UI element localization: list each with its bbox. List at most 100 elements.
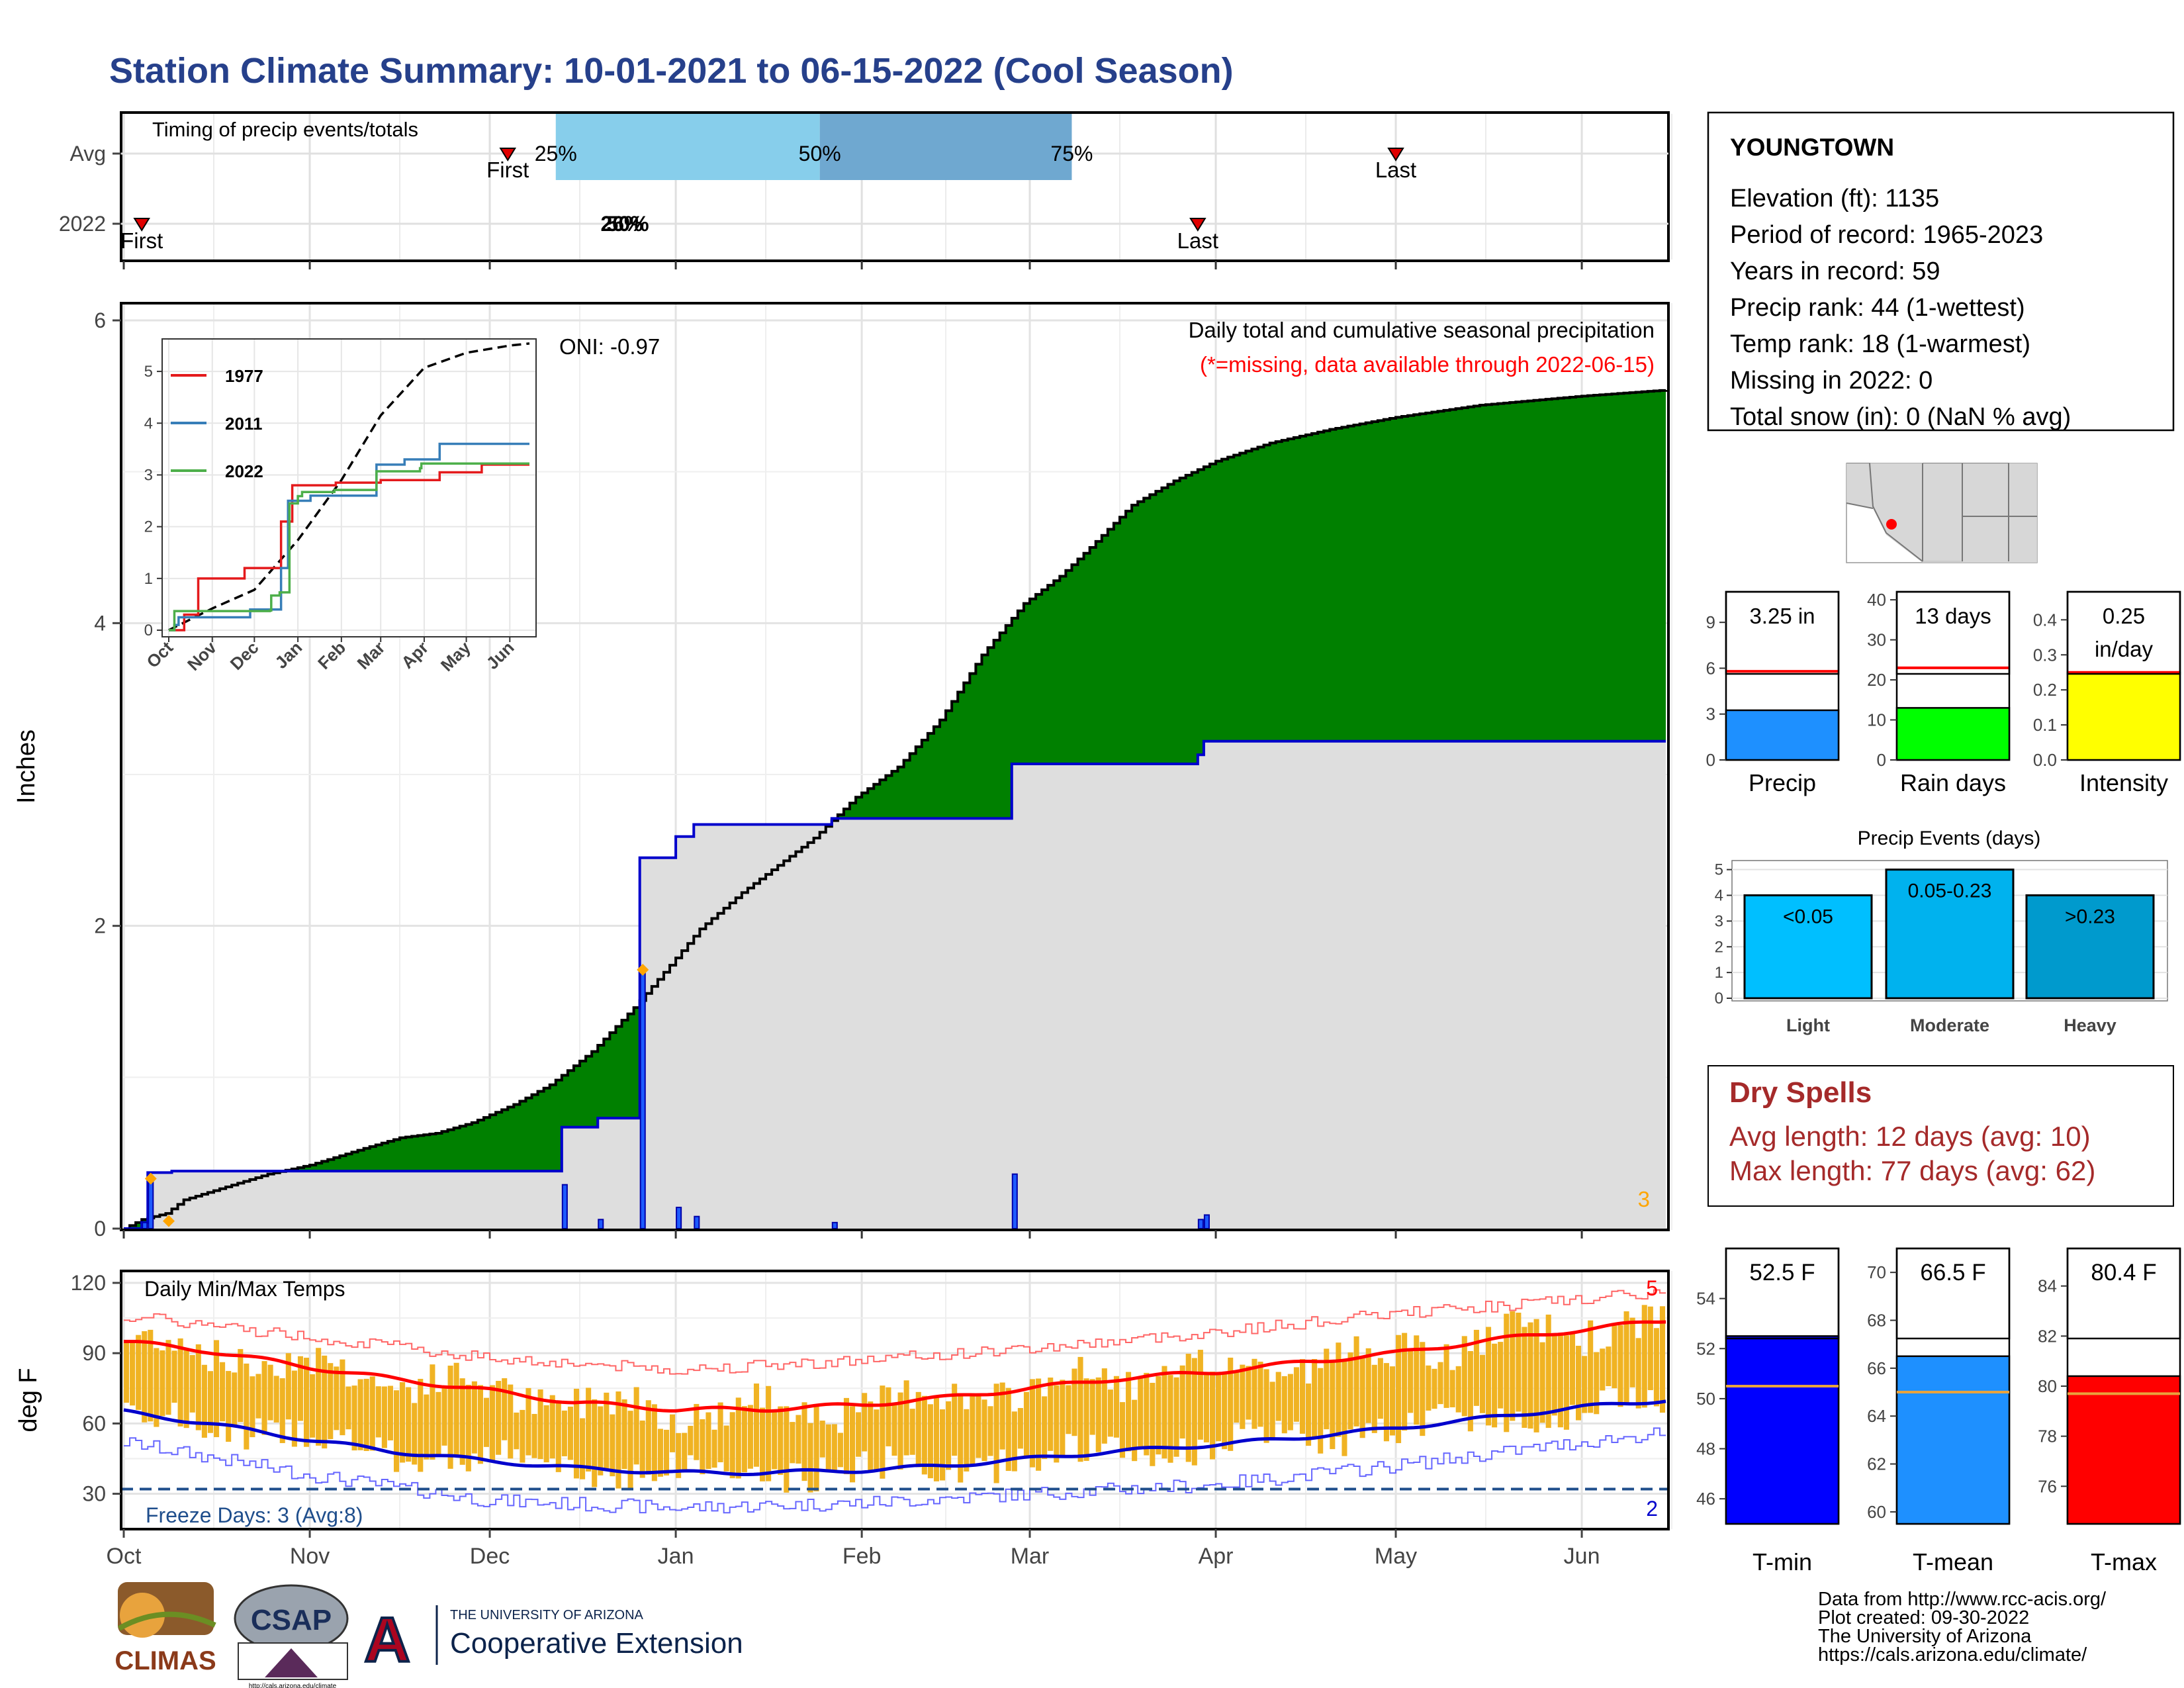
temp-range-bar-169 bbox=[1138, 1376, 1144, 1448]
temp-ytick-label-0: 30 bbox=[82, 1482, 106, 1506]
temp-range-bar-64 bbox=[508, 1384, 514, 1459]
station-line-5: Missing in 2022: 0 bbox=[1730, 367, 1933, 395]
temp-range-bar-244 bbox=[1588, 1320, 1594, 1413]
temp-range-bar-100 bbox=[723, 1425, 729, 1472]
temp-range-bar-108 bbox=[772, 1412, 778, 1470]
temp-range-bar-123 bbox=[862, 1393, 868, 1452]
temp-range-bar-48 bbox=[412, 1403, 418, 1465]
footer: CLIMAS CSAP http://cals.arizona.edu/clim… bbox=[114, 1582, 2107, 1688]
temp-summary-t-max-ytick-label-0: 76 bbox=[2038, 1476, 2057, 1496]
avg-last-marker bbox=[1387, 148, 1404, 162]
temp-range-bar-109 bbox=[778, 1406, 784, 1476]
temp-summary-t-mean-bar bbox=[1895, 1355, 2011, 1525]
precip-events-chart: Precip Events (days) 0 1 2 3 4 5 <0.05 Light 0.0… bbox=[1715, 827, 2168, 1035]
inset-ytick-label-2: 2 bbox=[144, 518, 153, 536]
avg-tmax-line bbox=[123, 1320, 1666, 1413]
temp-range-bar-39 bbox=[357, 1379, 363, 1450]
avg-tmin-line bbox=[123, 1399, 1666, 1477]
summary-bar-charts: 0 3 6 9 3.25 in Precip 0 10 20 30 40 13 days Rain da… bbox=[1706, 590, 2181, 796]
timing-row-avg: Avg bbox=[69, 142, 106, 165]
temp-xtick-label-6: Apr bbox=[1199, 1544, 1234, 1569]
temp-range-bar-200 bbox=[1324, 1348, 1330, 1430]
summary-rain-days-label: Rain days bbox=[1900, 769, 2006, 796]
temp-range-bar-224 bbox=[1467, 1351, 1473, 1432]
temp-range-bar-242 bbox=[1576, 1345, 1582, 1421]
temp-range-bar-238 bbox=[1551, 1335, 1557, 1416]
temp-x-axis: Oct Nov Dec Jan Feb Mar Apr May Jun bbox=[107, 1529, 1600, 1569]
temp-range-bar-78 bbox=[592, 1399, 598, 1487]
dry-spells-title: Dry Spells bbox=[1729, 1076, 1872, 1109]
temp-range-bar-155 bbox=[1054, 1385, 1060, 1463]
temp-range-bar-241 bbox=[1569, 1332, 1576, 1405]
avg-first-label: First bbox=[486, 158, 529, 182]
daily-bar-1 bbox=[148, 1178, 154, 1230]
temp-range-bar-28 bbox=[291, 1370, 297, 1447]
temp-range-bar-156 bbox=[1060, 1380, 1066, 1457]
temp-range-bar-55 bbox=[453, 1362, 459, 1456]
temp-xtick-label-3: Jan bbox=[658, 1544, 694, 1569]
daily-bar-4 bbox=[639, 967, 646, 1230]
temp-range-bar-90 bbox=[663, 1429, 670, 1476]
temp-range-bar-212 bbox=[1396, 1335, 1402, 1444]
temp-range-bar-134 bbox=[927, 1404, 933, 1479]
temp-range-bar-243 bbox=[1582, 1356, 1588, 1413]
temp-range-bar-97 bbox=[705, 1412, 711, 1470]
summary-intensity-ytick-label-1: 0.1 bbox=[2033, 715, 2057, 735]
temp-range-bar-81 bbox=[610, 1414, 615, 1477]
temp-range-bar-33 bbox=[322, 1355, 328, 1449]
summary-intensity-ytick-label-2: 0.2 bbox=[2033, 680, 2057, 700]
temp-range-bar-62 bbox=[496, 1381, 502, 1455]
station-frame bbox=[1707, 111, 2175, 432]
temp-range-bar-4 bbox=[148, 1329, 154, 1422]
temp-range-bar-247 bbox=[1606, 1346, 1612, 1387]
temp-range-bar-235 bbox=[1533, 1319, 1539, 1432]
temp-range-bar-58 bbox=[471, 1381, 477, 1454]
summary-rain-days-bar bbox=[1895, 707, 2011, 761]
temp-range-bar-240 bbox=[1563, 1335, 1569, 1430]
temp-range-bar-193 bbox=[1281, 1376, 1287, 1434]
temp-range-bar-67 bbox=[525, 1387, 531, 1456]
timing-row-2022: 2022 bbox=[59, 212, 106, 236]
precip-marker-0 bbox=[144, 1172, 157, 1185]
temp-range-bar-170 bbox=[1144, 1372, 1150, 1456]
temp-range-bar-25 bbox=[273, 1376, 279, 1423]
temp-summary-t-mean-ytick-label-1: 62 bbox=[1867, 1454, 1886, 1474]
temp-range-bar-181 bbox=[1209, 1372, 1216, 1460]
station-line-6: Total snow (in): 0 (NaN % avg) bbox=[1730, 403, 2071, 431]
precip-count-label: 3 bbox=[1638, 1187, 1650, 1211]
events-ytick-label-1: 1 bbox=[1715, 964, 1723, 982]
temp-range-bar-138 bbox=[952, 1383, 958, 1456]
events-ytick-label-4: 4 bbox=[1715, 887, 1723, 905]
temp-range-bar-65 bbox=[514, 1412, 520, 1450]
temp-summary-t-min-ytick-label-3: 52 bbox=[1696, 1338, 1715, 1358]
temp-range-bar-3 bbox=[142, 1331, 148, 1423]
ua-small-text: THE UNIVERSITY OF ARIZONA bbox=[450, 1608, 644, 1622]
ua-logo: A THE UNIVERSITY OF ARIZONA Cooperative … bbox=[363, 1603, 743, 1677]
temp-range-bar-6 bbox=[159, 1350, 165, 1417]
precip-panel: 0 2 4 6 Inches ONI: -0.97 Daily total and c… bbox=[13, 302, 1673, 1241]
temp-range-bar-59 bbox=[477, 1385, 483, 1464]
temp-range-bar-46 bbox=[400, 1382, 406, 1463]
daily-bar-2 bbox=[561, 1184, 568, 1229]
temp-range-bar-230 bbox=[1504, 1313, 1510, 1432]
temp-range-bar-71 bbox=[549, 1395, 555, 1459]
temp-range-bar-198 bbox=[1312, 1359, 1318, 1439]
temp-summary-t-min-ytick-label-2: 50 bbox=[1696, 1389, 1715, 1409]
inset-ytick-label-3: 3 bbox=[144, 466, 153, 484]
oni-label: ONI: -0.97 bbox=[559, 334, 660, 359]
temp-range-bar-149 bbox=[1017, 1408, 1023, 1449]
events-ytick-label-3: 3 bbox=[1715, 912, 1723, 930]
temp-summary-t-min-value: 52.5 F bbox=[1749, 1260, 1815, 1286]
temp-range-bar-209 bbox=[1377, 1358, 1383, 1419]
temp-range-bar-219 bbox=[1437, 1362, 1443, 1405]
temp-range-bar-11 bbox=[189, 1355, 195, 1413]
temp-summary-t-max-ytick-label-2: 80 bbox=[2038, 1376, 2057, 1396]
temp-xtick-label-7: May bbox=[1375, 1544, 1417, 1569]
temp-range-bar-87 bbox=[645, 1400, 651, 1475]
temp-range-bar-187 bbox=[1246, 1366, 1251, 1420]
temp-range-bar-203 bbox=[1342, 1360, 1347, 1456]
summary-precip-ytick-label-3: 9 bbox=[1706, 612, 1715, 632]
temp-range-bar-159 bbox=[1077, 1356, 1083, 1462]
yr-last-label: Last bbox=[1177, 228, 1218, 253]
